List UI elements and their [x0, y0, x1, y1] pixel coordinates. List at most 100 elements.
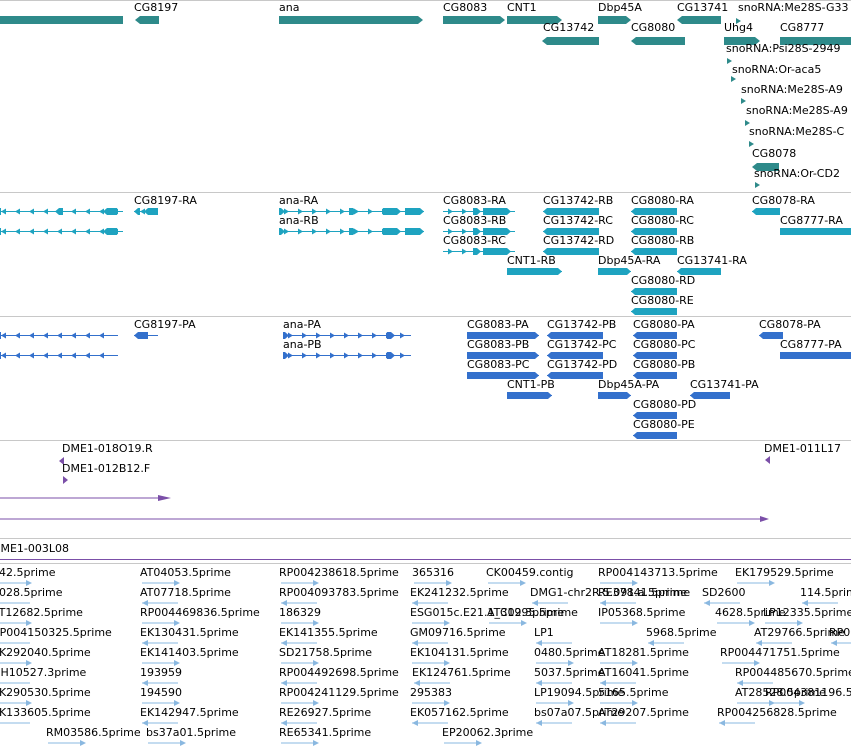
gene-glyph[interactable] [724, 37, 760, 45]
transcript-glyph[interactable] [279, 207, 424, 216]
clone-label[interactable]: DME1-018O19.R [62, 442, 153, 455]
protein-label[interactable]: CG8080-PA [633, 318, 695, 331]
est-label[interactable]: RP004093783.5prime [279, 586, 399, 599]
transcript-glyph[interactable] [631, 247, 677, 256]
transcript-glyph[interactable] [443, 227, 515, 236]
est-glyph[interactable] [704, 600, 744, 606]
est-glyph[interactable] [600, 680, 640, 686]
est-label[interactable]: bs37a01.5prime [146, 726, 236, 739]
est-label[interactable]: EK130431.5prime [140, 626, 239, 639]
est-label[interactable]: IP05368.5prime [598, 606, 686, 619]
est-label[interactable]: AT28528.5prime [735, 686, 826, 699]
clone-label[interactable]: DME1-012B12.F [62, 462, 151, 475]
est-glyph[interactable] [281, 680, 321, 686]
transcript-label[interactable]: CG8080-RE [631, 294, 694, 307]
transcript-glyph[interactable] [631, 307, 677, 316]
clone-glyph[interactable] [0, 494, 172, 502]
snorna-marker[interactable] [741, 98, 747, 104]
est-glyph[interactable] [412, 640, 452, 646]
transcript-glyph[interactable] [507, 391, 552, 400]
est-glyph[interactable] [412, 720, 452, 726]
protein-label[interactable]: CG8080-PE [633, 418, 695, 431]
est-glyph[interactable] [142, 660, 182, 666]
est-label[interactable]: RM03586.5prime [46, 726, 141, 739]
transcript-glyph[interactable] [0, 331, 118, 340]
est-label[interactable]: AT12682.5prime [0, 606, 83, 619]
transcript-label[interactable]: CG8083-RA [443, 194, 506, 207]
est-label[interactable]: EK133605.5prime [0, 706, 91, 719]
transcript-glyph[interactable] [752, 207, 780, 216]
est-label[interactable]: 295383 [410, 686, 452, 699]
est-glyph[interactable] [281, 720, 321, 726]
transcript-label[interactable]: CG8777-RA [780, 214, 843, 227]
est-glyph[interactable] [0, 600, 34, 606]
protein-label[interactable]: CG13742-PB [547, 318, 617, 331]
transcript-glyph[interactable] [0, 207, 123, 216]
est-label[interactable]: CK00459.contig [486, 566, 574, 579]
snorna-label[interactable]: snoRNA:Psi28S-2949 [726, 42, 841, 55]
est-label[interactable]: LP1 [534, 626, 554, 639]
est-glyph[interactable] [737, 580, 777, 586]
est-label[interactable]: EK057162.5prime [410, 706, 509, 719]
est-label[interactable]: EK104131.5prime [410, 646, 509, 659]
snorna-label[interactable]: snoRNA:Or-aca5 [732, 63, 822, 76]
clone-end-marker[interactable] [63, 476, 69, 484]
transcript-glyph[interactable] [598, 391, 631, 400]
snorna-label[interactable]: snoRNA:Me28S-A9 [741, 83, 843, 96]
gene-label[interactable]: CG8197 [134, 1, 179, 14]
est-label[interactable]: ESG015c.E21.1_C02.3prime [410, 606, 565, 619]
est-glyph[interactable] [0, 680, 34, 686]
transcript-glyph[interactable] [543, 227, 599, 236]
est-glyph[interactable] [142, 700, 182, 706]
est-label[interactable]: GM09716.5prime [410, 626, 506, 639]
transcript-glyph[interactable] [631, 207, 677, 216]
protein-label[interactable]: CG13742-PD [547, 358, 618, 371]
gene-glyph[interactable] [279, 16, 423, 24]
est-glyph[interactable] [0, 580, 34, 586]
transcript-label[interactable]: CG8078-RA [752, 194, 815, 207]
est-glyph[interactable] [281, 640, 321, 646]
snorna-marker[interactable] [749, 141, 755, 147]
est-label[interactable]: 0480.5prime [534, 646, 605, 659]
transcript-glyph[interactable] [543, 247, 599, 256]
transcript-glyph[interactable] [0, 227, 123, 236]
est-label[interactable]: RP004256828.5prime [717, 706, 837, 719]
est-glyph[interactable] [536, 660, 576, 666]
est-glyph[interactable] [0, 700, 34, 706]
protein-label[interactable]: Dbp45A-PA [598, 378, 660, 391]
est-label[interactable]: DMG1-chr2R.5.091.a.5prime [530, 586, 688, 599]
protein-label[interactable]: CG8777-PA [780, 338, 842, 351]
est-glyph[interactable] [142, 620, 182, 626]
est-glyph[interactable] [412, 620, 452, 626]
est-label[interactable]: AT29766.5prime [754, 626, 845, 639]
snorna-marker[interactable] [736, 18, 742, 24]
transcript-label[interactable]: CG13742-RD [543, 234, 615, 247]
protein-label[interactable]: CG13741-PA [690, 378, 759, 391]
est-glyph[interactable] [281, 660, 321, 666]
snorna-marker[interactable] [745, 120, 751, 126]
est-label[interactable]: EK290530.5prime [0, 686, 91, 699]
est-glyph[interactable] [600, 600, 640, 606]
est-glyph[interactable] [831, 640, 851, 646]
est-glyph[interactable] [756, 640, 796, 646]
transcript-glyph[interactable] [443, 207, 515, 216]
est-label[interactable]: AT31995.5prime [487, 606, 578, 619]
transcript-glyph[interactable] [279, 227, 424, 236]
transcript-glyph[interactable] [631, 227, 677, 236]
est-label[interactable]: 342.5prime [0, 566, 56, 579]
transcript-glyph[interactable] [780, 351, 851, 360]
transcript-glyph[interactable] [507, 267, 562, 276]
est-label[interactable]: LP19094.5prime [534, 686, 625, 699]
gene-glyph[interactable] [752, 163, 779, 171]
est-glyph[interactable] [532, 600, 572, 606]
clone-end-marker[interactable] [59, 457, 65, 465]
est-glyph[interactable] [281, 580, 321, 586]
protein-label[interactable]: ana-PB [283, 338, 322, 351]
est-label[interactable]: AT18281.5prime [598, 646, 689, 659]
transcript-glyph[interactable] [633, 411, 677, 420]
transcript-glyph[interactable] [467, 351, 539, 360]
gene-glyph[interactable] [443, 16, 505, 24]
est-label[interactable]: 5968.5prime [646, 626, 717, 639]
est-label[interactable]: 186329 [279, 606, 321, 619]
transcript-label[interactable]: CG13742-RB [543, 194, 614, 207]
